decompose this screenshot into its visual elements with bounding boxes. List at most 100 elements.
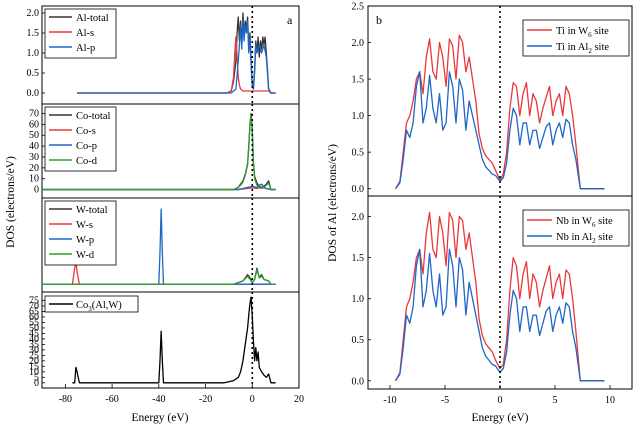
legend-label-w-s: W-s xyxy=(76,220,93,231)
left-legend-1: Al-total Al-s Al-p xyxy=(44,8,117,59)
legend-text-part: site xyxy=(595,216,613,227)
left-legend-4: Co3(Al,W) xyxy=(44,295,139,313)
right-ytick-label: 0.5 xyxy=(352,335,365,346)
legend-text-subscript: 2 xyxy=(592,237,596,245)
right-ytick-label: 2.0 xyxy=(352,212,365,223)
series-line-al-p xyxy=(77,20,276,94)
left-ytick-label: 70 xyxy=(29,109,39,120)
left-xtick-label: 0 xyxy=(250,394,255,405)
left-ytick-label: 0 xyxy=(34,185,39,196)
left-ytick-label: 5 xyxy=(34,372,39,383)
legend-label-co-d: Co-d xyxy=(76,156,98,167)
left-ytick-label: 10 xyxy=(29,367,39,378)
left-ytick-label: 50 xyxy=(29,130,39,141)
right-ytick-label: 0.5 xyxy=(352,148,365,159)
legend-text-part: Ti in W xyxy=(556,26,588,37)
left-xtick-label: -60 xyxy=(105,394,118,405)
right-xtick-label: -5 xyxy=(441,395,449,406)
left-ytick-label: 50 xyxy=(29,323,39,334)
series-line-nb-in-w6-site xyxy=(394,211,605,382)
left-dos-figure: a DOS (electrons/eV) Energy (eV) 0.0 0.5 1… xyxy=(5,5,304,424)
right-ytick-label: 1.0 xyxy=(352,111,365,122)
left-ytick-label: 10 xyxy=(29,174,39,185)
legend-label-ti-in-w6-site: Ti in W6 site xyxy=(556,26,609,39)
left-panels: 0.00.51.01.52.0 Al-totalAl-sAl-p010203040… xyxy=(27,5,300,389)
right-ytick-label: 0.0 xyxy=(352,184,365,195)
legend-text-subscript: 2 xyxy=(588,47,592,55)
legend-label-nb-in-al2-site: Nb in Al2 site xyxy=(556,232,613,245)
legend-box xyxy=(44,295,139,313)
left-ytick-label: 75 xyxy=(29,295,39,306)
right-xticks: -10 -5 0 5 10 xyxy=(383,385,615,406)
series-line-co3-al-w xyxy=(72,296,276,384)
left-xtick-label: -80 xyxy=(59,394,72,405)
right-ytick-label: 2.0 xyxy=(352,38,365,49)
right-xtick-label: 0 xyxy=(498,395,503,406)
left-ytick-label: 2.0 xyxy=(27,8,40,19)
left-ytick-label: 1.0 xyxy=(27,48,40,59)
left-subplot-3: W-total W-s W-p W-d xyxy=(41,197,300,293)
series-line-ti-in-al2-site xyxy=(394,71,605,190)
right-ytick-label: 1.0 xyxy=(352,294,365,305)
legend-label-al-p: Al-p xyxy=(76,43,95,54)
left-ytick-label: 0.5 xyxy=(27,68,40,79)
legend-text-subscript: 6 xyxy=(588,31,592,39)
legend-label-co3-al-w: Co3(Al,W) xyxy=(76,300,122,313)
left-ytick-label: 60 xyxy=(29,312,39,323)
right-dos-figure: b DOS of Al (electrons/eV) Energy (eV) 0… xyxy=(327,2,633,424)
right-ytick-label: 1.5 xyxy=(352,75,365,86)
legend-text-part: Nb in Al xyxy=(556,232,592,243)
left-ytick-label: 1.5 xyxy=(27,28,40,39)
legend-label-ti-in-al2-site: Ti in Al2 site xyxy=(556,42,609,55)
legend-text-part: site xyxy=(596,232,614,243)
right-ytick-label: 2.5 xyxy=(352,2,365,13)
legend-label-w-total: W-total xyxy=(76,205,108,216)
left-legend-3: W-total W-s W-p W-d xyxy=(44,200,117,266)
left-xtick-label: -40 xyxy=(152,394,165,405)
series-line-co-d xyxy=(42,115,276,191)
legend-text-part: site xyxy=(592,42,610,53)
series-line-w-d xyxy=(42,269,276,285)
legend-text-part: Nb in W xyxy=(556,216,592,227)
legend-text-part: (Al,W) xyxy=(92,300,123,311)
legend-text-subscript: 3 xyxy=(88,305,92,313)
right-panel-tag: b xyxy=(376,13,382,27)
legend-box xyxy=(522,19,630,57)
left-ytick-label: 20 xyxy=(29,163,39,174)
legend-label-w-p: W-p xyxy=(76,235,94,246)
legend-label-al-total: Al-total xyxy=(76,13,109,24)
legend-label-co-total: Co-total xyxy=(76,111,110,122)
left-ytick-label: 30 xyxy=(29,345,39,356)
right-ytick-label: 1.5 xyxy=(352,253,365,264)
legend-label-w-d: W-d xyxy=(76,250,95,261)
left-ytick-label: 65 xyxy=(29,306,39,317)
legend-label-nb-in-w6-site: Nb in W6 site xyxy=(556,216,613,229)
left-subplot-1: 0.0 0.5 1.0 1.5 2.0 Al-total Al-s Al-p xyxy=(27,5,300,105)
left-xtick-label: 20 xyxy=(294,394,304,405)
legend-text-part: Ti in Al xyxy=(556,42,588,53)
right-xtick-label: 10 xyxy=(605,395,615,406)
right-ytick-label: 0.0 xyxy=(352,376,365,387)
right-xtick-label: 5 xyxy=(553,395,558,406)
left-ytick-label: 40 xyxy=(29,141,39,152)
left-ytick-label: 30 xyxy=(29,152,39,163)
legend-text-subscript: 6 xyxy=(592,221,596,229)
left-ytick-label: 0 xyxy=(34,378,39,389)
right-xlabel: Energy (eV) xyxy=(472,412,529,424)
left-ytick-label: 35 xyxy=(29,339,39,350)
legend-label-co-s: Co-s xyxy=(76,126,96,137)
legend-text-part: site xyxy=(592,26,610,37)
series-line-ti-in-w6-site xyxy=(394,34,605,190)
left-ytick-label: 20 xyxy=(29,356,39,367)
legend-label-co-p: Co-p xyxy=(76,141,97,152)
left-ytick-label: 40 xyxy=(29,334,39,345)
left-ytick-label: 70 xyxy=(29,301,39,312)
series-line-al-s xyxy=(77,36,276,94)
left-ytick-label: 60 xyxy=(29,119,39,130)
